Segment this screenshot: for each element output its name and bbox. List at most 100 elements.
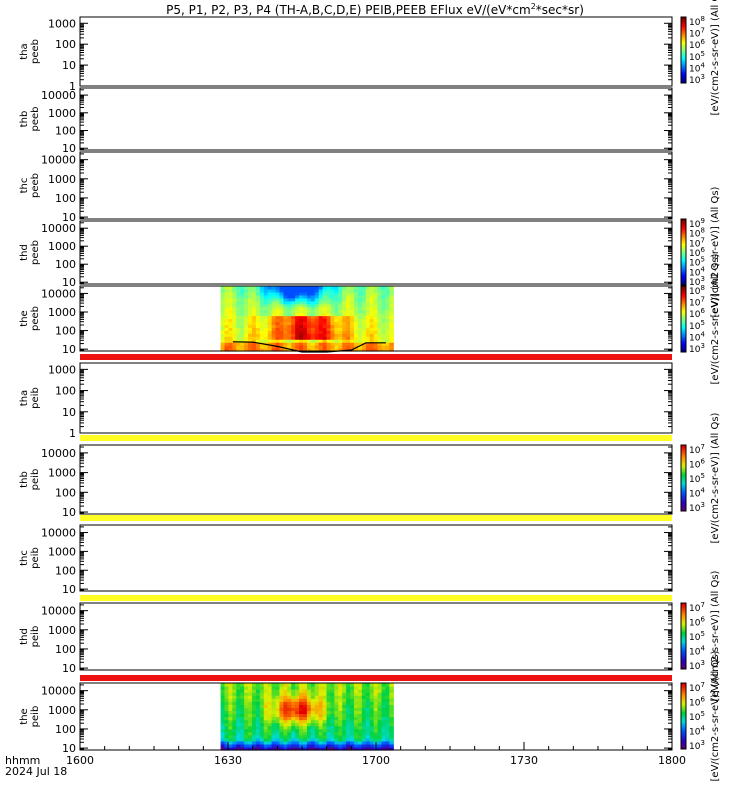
spectrogram-cell: [251, 348, 257, 352]
spectrogram-cell: [267, 286, 273, 290]
spectrogram-cell: [240, 725, 245, 730]
spectrogram-cell: [361, 288, 367, 293]
colorbar-frame: [680, 602, 687, 670]
spectrogram-cell: [326, 701, 332, 705]
spectrogram-cell: [369, 743, 375, 748]
spectrogram-cell: [334, 315, 339, 320]
spectrogram-cell: [322, 725, 328, 730]
spectrogram-cell: [251, 722, 257, 727]
spectrogram-cell: [373, 728, 379, 733]
spectrogram-cell: [295, 312, 300, 317]
spectrogram-cell: [263, 716, 269, 721]
spectrogram-cell: [346, 336, 351, 340]
spectrogram-cell: [220, 734, 226, 739]
spectrogram-cell: [354, 716, 359, 721]
spectrogram-cell: [248, 722, 253, 727]
spectrogram-cell: [334, 689, 339, 693]
colorbar-cell: [681, 614, 686, 617]
spectrogram-cell: [275, 286, 281, 290]
spectrogram-cell: [236, 725, 241, 730]
spectrogram-cell: [381, 312, 387, 317]
spectrogram-cell: [338, 743, 343, 748]
spectrogram-cell: [295, 300, 300, 305]
spectrogram-cell: [244, 291, 249, 296]
spectrogram-cell: [342, 695, 347, 699]
spectrogram-cell: [342, 743, 347, 748]
spectrogram-cell: [330, 713, 335, 718]
spectrogram-cell: [244, 695, 249, 699]
spectrogram-cell: [365, 294, 371, 299]
spectrogram-cell: [357, 327, 363, 331]
panel-label-product: peeb: [30, 173, 41, 198]
spectrogram-cell: [232, 309, 237, 314]
spectrogram-cell: [334, 740, 339, 745]
spectrogram-cell: [346, 743, 351, 748]
spectrogram-cell: [303, 286, 308, 290]
spectrogram-cell: [232, 327, 237, 331]
spectrogram-cell: [314, 719, 320, 724]
spectrogram-cell: [299, 695, 304, 699]
spectrogram-cell: [224, 291, 230, 296]
spectrogram-cell: [369, 728, 375, 733]
spectrogram-cell: [251, 704, 257, 708]
spectrogram-cell: [232, 734, 237, 739]
colorbar-tick-label: 108: [689, 284, 705, 297]
spectrogram-cell: [346, 707, 351, 712]
spectrogram-cell: [287, 716, 292, 721]
spectrogram-cell: [365, 342, 371, 346]
colorbar-cell: [681, 475, 686, 479]
spectrogram-cell: [240, 692, 245, 696]
spectrogram-cell: [263, 743, 269, 748]
spectrogram-cell: [299, 330, 304, 334]
colorbar-cell: [681, 258, 686, 262]
spectrogram-cell: [220, 324, 226, 328]
y-tick-label: 1000: [48, 240, 76, 253]
spectrogram-cell: [295, 297, 300, 302]
spectrogram-cell: [232, 333, 237, 337]
spectrogram-cell: [271, 707, 277, 712]
spectrogram-cell: [389, 731, 394, 736]
colorbar-cell: [681, 644, 686, 648]
spectrogram-cell: [279, 348, 284, 352]
spectrogram-cell: [330, 710, 335, 715]
spectrogram-cell: [263, 710, 269, 715]
spectrogram-cell: [334, 704, 339, 708]
spectrogram-cell: [326, 336, 332, 340]
spectrogram-cell: [365, 716, 371, 721]
colorbar-cell: [681, 17, 686, 20]
spectrogram-cell: [357, 291, 363, 296]
spectrogram-cell: [389, 339, 394, 343]
spectrogram-cell: [263, 315, 269, 320]
spectrogram-cell: [338, 303, 343, 308]
spectrogram-cell: [342, 318, 347, 323]
spectrogram-cell: [354, 294, 359, 299]
spectrogram-cell: [232, 683, 237, 687]
spectrogram-cell: [330, 716, 335, 721]
y-tick-label: 10000: [41, 605, 76, 618]
spectrogram-cell: [350, 731, 355, 736]
spectrogram-cell: [361, 303, 367, 308]
spectrogram-cell: [310, 725, 316, 730]
spectrogram-cell: [255, 321, 261, 325]
spectrogram-cell: [303, 716, 308, 721]
spectrogram-cell: [314, 303, 320, 308]
colorbar-cell: [681, 52, 686, 55]
spectrogram-cell: [259, 692, 265, 696]
spectrogram-cell: [326, 303, 332, 308]
colorbar-cell: [681, 58, 686, 62]
spectrogram-cell: [385, 746, 390, 751]
spectrogram-cell: [232, 303, 237, 308]
spectrogram-cell: [350, 330, 355, 334]
spectrogram-cell: [251, 303, 257, 308]
spectrogram-cell: [287, 719, 292, 724]
spectrogram-cell: [255, 695, 261, 699]
spectrogram-cell: [232, 704, 237, 708]
spectrogram-cell: [251, 728, 257, 733]
spectrogram-cell: [224, 713, 230, 718]
spectrogram-cell: [240, 686, 245, 690]
spectrogram-cell: [224, 731, 230, 736]
spectrogram-cell: [271, 731, 277, 736]
colorbar-cell: [681, 629, 686, 633]
spectrogram-cell: [251, 737, 257, 742]
